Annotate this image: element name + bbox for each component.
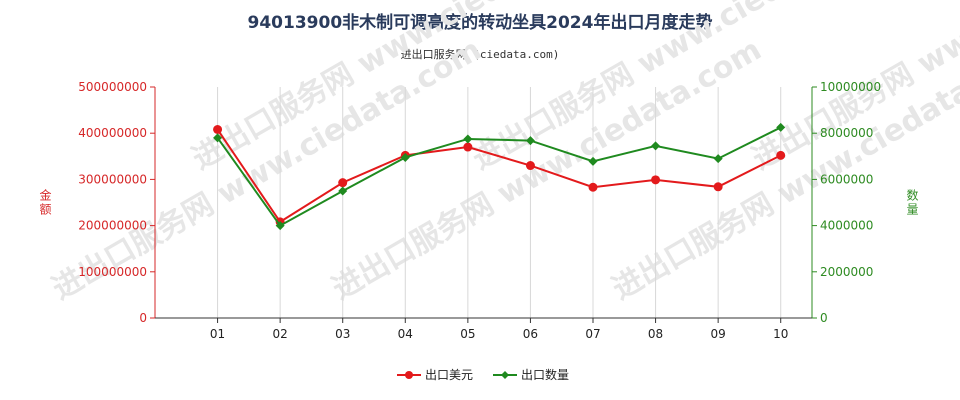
point-1-08 [651, 141, 661, 151]
y-right-tick-label-5: 10000000 [820, 80, 881, 94]
point-1-06 [525, 136, 535, 146]
series-layer [213, 122, 786, 231]
point-0-09 [713, 182, 723, 192]
point-0-07 [588, 182, 598, 192]
y-left-tick-label-1: 100000000 [78, 265, 147, 279]
legend-label-0: 出口美元 [425, 368, 473, 382]
point-0-01 [213, 125, 223, 135]
point-0-10 [776, 150, 786, 160]
x-tick-label-03: 03 [335, 327, 350, 341]
x-tick-label-10: 10 [773, 327, 788, 341]
point-1-09 [713, 154, 723, 164]
legend-label-1: 出口数量 [521, 367, 569, 382]
y-right-tick-label-4: 8000000 [820, 126, 873, 140]
x-tick-label-06: 06 [523, 327, 538, 341]
x-tick-label-05: 05 [460, 327, 475, 341]
legend: 出口美元 出口数量 [397, 367, 569, 382]
point-0-03 [338, 178, 348, 188]
x-tick-label-08: 08 [648, 327, 663, 341]
chart-subtitle: 进出口服务网 (ciedata.com) [400, 48, 560, 61]
chart-title: 94013900非木制可调高度的转动坐具2024年出口月度走势 [247, 13, 713, 33]
x-tick-label-01: 01 [210, 327, 225, 341]
y-left-tick-label-2: 200000000 [78, 219, 147, 233]
point-1-05 [463, 134, 473, 144]
y-axis-left-title: 金额 [38, 188, 52, 217]
y-left-tick-label-3: 300000000 [78, 172, 147, 186]
point-0-08 [651, 175, 661, 185]
point-1-03 [338, 186, 348, 196]
point-1-02 [275, 221, 285, 231]
x-tick-label-07: 07 [585, 327, 600, 341]
legend-marker-0 [405, 371, 413, 379]
legend-marker-1 [501, 371, 509, 379]
axes: 0100000000200000000300000000400000000500… [38, 80, 919, 341]
x-tick-label-04: 04 [398, 327, 413, 341]
y-left-tick-label-4: 400000000 [78, 126, 147, 140]
point-1-10 [776, 122, 786, 132]
x-tick-label-02: 02 [273, 327, 288, 341]
y-right-tick-label-1: 2000000 [820, 265, 873, 279]
point-0-05 [463, 142, 473, 152]
x-tick-label-09: 09 [711, 327, 726, 341]
y-right-tick-label-0: 0 [820, 311, 828, 325]
y-axis-right-title: 数量 [905, 188, 919, 217]
y-left-tick-label-5: 500000000 [78, 80, 147, 94]
point-0-06 [525, 161, 535, 171]
point-1-01 [213, 133, 223, 143]
y-right-tick-label-2: 4000000 [820, 219, 873, 233]
series-line-0 [216, 128, 782, 224]
watermark-text-1: 进出口服务网 www.ciedata.com [327, 32, 768, 307]
point-1-07 [588, 156, 598, 166]
point-1-04 [400, 152, 410, 162]
y-left-tick-label-0: 0 [139, 311, 147, 325]
series-line-1 [216, 126, 782, 227]
y-right-tick-label-3: 6000000 [820, 172, 873, 186]
